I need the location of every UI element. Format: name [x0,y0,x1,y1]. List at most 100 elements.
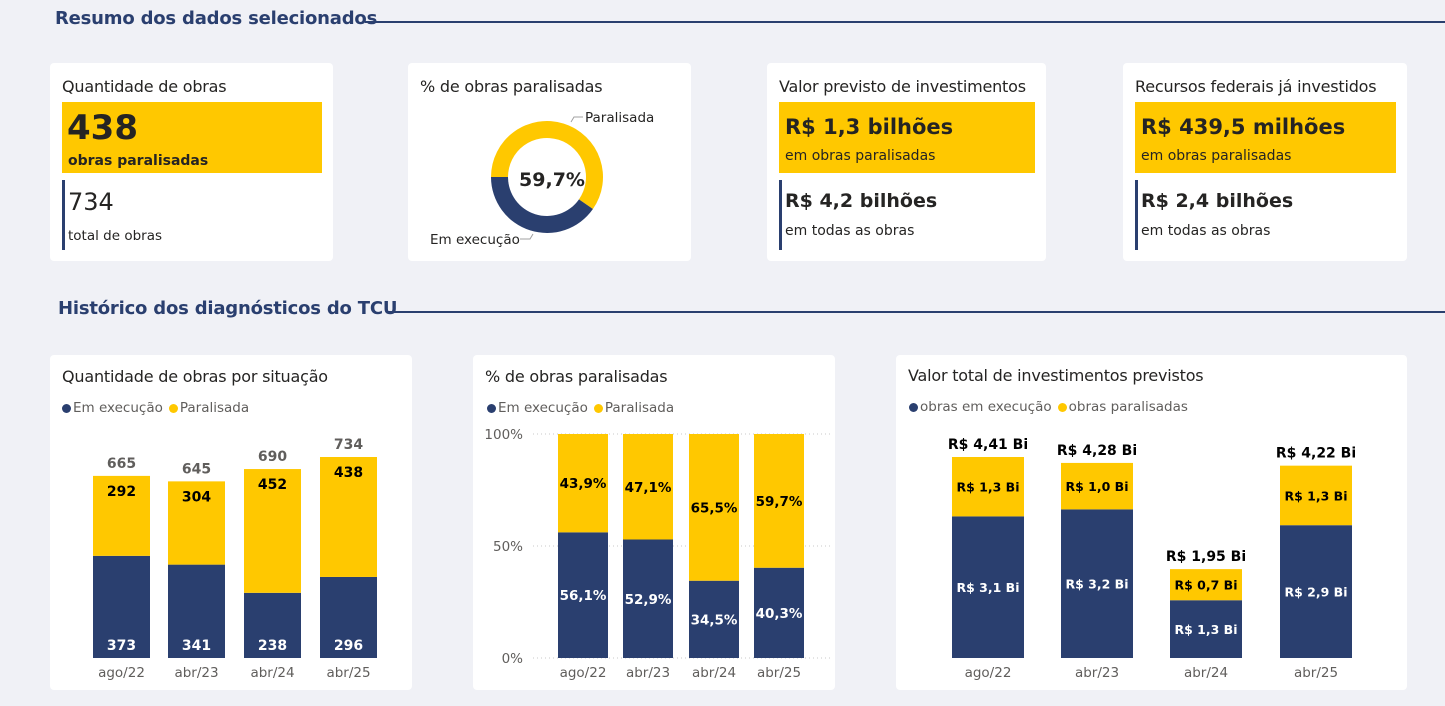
chart-title: Valor total de investimentos previstos [908,366,1204,385]
chart-card-investimentos: Valor total de investimentos previstos o… [896,355,1407,690]
bar-segment-paralisada[interactable] [558,434,608,533]
bar-segment-paralisada[interactable] [689,434,739,581]
leader-line-execucao [520,233,534,240]
legend-item-execucao[interactable]: Em execução [487,400,588,416]
data-label-execucao: 56,1% [560,588,607,604]
bar-segment-execucao[interactable] [244,592,301,658]
donut-chart: Paralisada Em execução 59,7% [430,110,654,248]
bar-segment-paralisada[interactable] [1280,465,1352,526]
data-label-total: 734 [334,437,363,453]
bar-segment-paralisada[interactable] [754,434,804,568]
chart-card-quantidade: Quantidade de obras por situação Em exec… [50,355,412,690]
chart-legend: Em execução Paralisada [487,400,680,416]
data-label-total: R$ 4,22 Bi [1276,446,1356,462]
chart-title: % de obras paralisadas [485,367,668,386]
kpi-highlight: R$ 1,3 bilhões em obras paralisadas [779,102,1035,173]
kpi-card-percentual: % de obras paralisadas Paralisada Em exe… [408,63,691,261]
bar-segment-paralisada[interactable] [93,475,150,556]
data-label-paralisada: 43,9% [560,476,607,492]
data-label-paralisada: 47,1% [625,480,672,496]
bar-segment-paralisada[interactable] [320,457,377,577]
kpi-highlight-label: em obras paralisadas [1141,148,1292,164]
kpi-total: R$ 4,2 bilhões em todas as obras [779,180,1042,250]
data-label-total: 665 [107,456,136,472]
bar-segment-paralisada[interactable] [623,434,673,540]
kpi-total-label: total de obras [68,228,163,244]
kpi-total-value: 734 [68,188,114,216]
kpi-highlight-value: R$ 439,5 milhões [1141,115,1346,139]
x-tick-label: abr/24 [692,665,736,681]
x-tick-label: abr/23 [1075,665,1119,681]
x-tick-label: abr/24 [1184,665,1228,681]
bar-segment-paralisada[interactable] [244,469,301,593]
bar-segment-execucao[interactable] [558,532,608,658]
legend-item-paralisada[interactable]: Paralisada [593,400,674,416]
donut-label-paralisada: Paralisada [585,110,654,126]
legend-item-paralisada[interactable]: obras paralisadas [1057,399,1188,415]
section-title-historico: Histórico dos diagnósticos do TCU [58,298,398,319]
section-divider [386,311,1445,313]
kpi-total-value: R$ 2,4 bilhões [1141,190,1294,212]
kpi-highlight-label: obras paralisadas [68,153,209,169]
kpi-total: 734 total de obras [62,180,325,250]
section-title-resumo: Resumo dos dados selecionados [55,8,378,29]
legend-item-execucao[interactable]: obras em execução [909,399,1052,415]
x-tick-label: ago/22 [98,665,145,681]
data-label-paralisada: R$ 1,0 Bi [1066,479,1129,494]
bar-segment-execucao[interactable] [320,576,377,658]
bar-segment-execucao[interactable] [1280,525,1352,658]
data-label-paralisada: R$ 1,3 Bi [957,480,1020,495]
bar-segment-execucao[interactable] [1061,509,1133,658]
donut-label-execucao: Em execução [430,232,520,248]
data-label-total: R$ 4,28 Bi [1057,443,1137,459]
section-divider [365,21,1445,23]
data-label-paralisada: 438 [334,465,363,481]
bar-segment-execucao[interactable] [623,539,673,658]
data-label-total: R$ 4,41 Bi [948,437,1028,453]
legend-label: obras paralisadas [1068,399,1188,415]
card-title: Recursos federais já investidos [1135,77,1377,96]
data-label-execucao: 40,3% [756,606,803,622]
bar-segment-paralisada[interactable] [168,481,225,565]
data-label-execucao: 34,5% [691,612,738,628]
data-label-paralisada: 304 [182,489,211,505]
bar-segment-paralisada[interactable] [952,457,1024,517]
card-title: Valor previsto de investimentos [779,77,1026,96]
bar-segment-execucao[interactable] [689,580,739,658]
kpi-highlight-value: 438 [67,108,138,148]
data-label-execucao: 52,9% [625,592,672,608]
leader-line-paralisada [570,116,583,123]
bar-segment-execucao[interactable] [93,555,150,658]
chart-title: Quantidade de obras por situação [62,367,328,386]
data-label-total: R$ 1,95 Bi [1166,549,1246,565]
legend-label: Em execução [498,400,588,416]
legend-label: obras em execução [920,399,1052,415]
bar-segment-execucao[interactable] [754,567,804,658]
donut-center-value: 59,7% [519,169,585,191]
donut-slice-paralisada[interactable] [491,121,603,210]
bar-segment-paralisada[interactable] [1170,569,1242,601]
data-label-execucao: 373 [107,638,136,654]
stacked-bar-chart-percentual: 0% 50% 100% 56,1% 43,9% ago/22 52,9% 47,1% abr/2… [484,427,831,681]
legend-item-paralisada[interactable]: Paralisada [168,400,249,416]
x-tick-label: ago/22 [965,665,1012,681]
bar-segment-paralisada[interactable] [1061,462,1133,510]
stacked-bar-chart-investimentos: R$ 3,1 Bi R$ 1,3 Bi R$ 4,41 Bi ago/22 R$ 3,2… [948,437,1356,681]
x-tick-label: abr/23 [174,665,218,681]
donut-slice-execucao[interactable] [491,177,593,233]
legend-item-execucao[interactable]: Em execução [62,400,163,416]
x-tick-label: abr/25 [326,665,370,681]
bar-segment-execucao[interactable] [1170,600,1242,658]
bar-segment-execucao[interactable] [168,564,225,658]
legend-dot-icon [62,403,71,413]
chart-legend: Em execução Paralisada [62,400,255,416]
x-tick-label: ago/22 [560,665,607,681]
data-label-total: 690 [258,449,287,465]
data-label-execucao: R$ 1,3 Bi [1175,622,1238,637]
kpi-total: R$ 2,4 bilhões em todas as obras [1135,180,1398,250]
kpi-card-valor-previsto: Valor previsto de investimentos R$ 1,3 b… [767,63,1046,261]
bar-segment-execucao[interactable] [952,516,1024,658]
y-tick-label: 100% [484,427,523,443]
kpi-total-label: em todas as obras [785,223,915,239]
chart-legend: obras em execução obras paralisadas [909,399,1194,415]
